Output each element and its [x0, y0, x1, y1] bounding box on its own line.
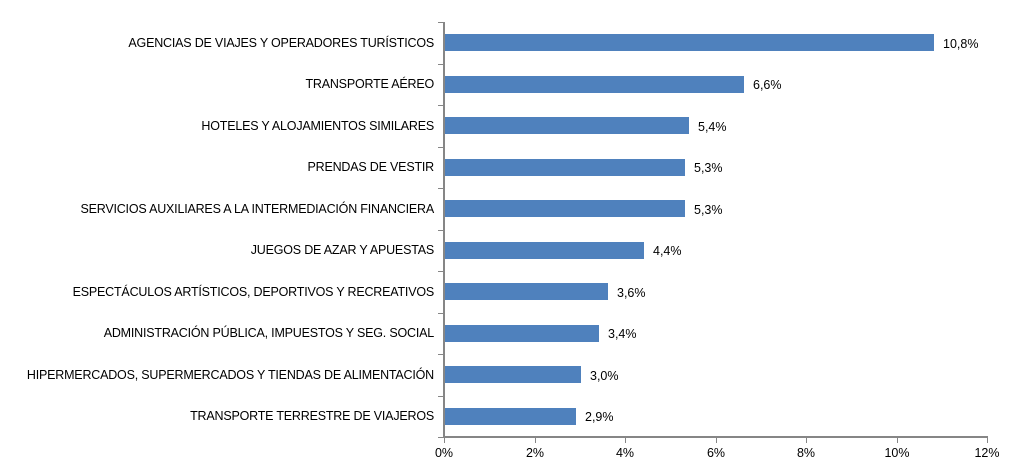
y-axis-tick — [438, 271, 444, 272]
value-label: 3,0% — [590, 369, 619, 383]
category-label: ESPECTÁCULOS ARTÍSTICOS, DEPORTIVOS Y RE… — [72, 285, 435, 299]
category-label: AGENCIAS DE VIAJES Y OPERADORES TURÍSTIC… — [128, 36, 434, 50]
x-axis-tick-label: 12% — [974, 446, 1000, 460]
x-axis-tick-label: 2% — [525, 446, 545, 460]
value-label: 6,6% — [753, 78, 782, 92]
x-axis-tick-label: 8% — [796, 446, 816, 460]
category-label: TRANSPORTE TERRESTRE DE VIAJEROS — [190, 409, 434, 423]
y-axis-tick — [438, 147, 444, 148]
bar — [445, 159, 685, 176]
value-label: 2,9% — [585, 410, 614, 424]
y-axis-tick — [438, 313, 444, 314]
bar — [445, 366, 581, 383]
x-axis-tick-label: 4% — [615, 446, 635, 460]
y-axis — [443, 22, 445, 437]
value-label: 4,4% — [653, 244, 682, 258]
y-axis-tick — [438, 354, 444, 355]
bar — [445, 76, 744, 93]
bar — [445, 117, 689, 134]
y-axis-tick — [438, 396, 444, 397]
value-label: 3,4% — [608, 327, 637, 341]
y-axis-tick — [438, 188, 444, 189]
x-axis-tick-label: 6% — [706, 446, 726, 460]
x-axis-tick-label: 10% — [884, 446, 910, 460]
category-label: JUEGOS DE AZAR Y APUESTAS — [250, 243, 434, 257]
x-axis-tick-label: 0% — [434, 446, 454, 460]
value-label: 5,3% — [694, 161, 723, 175]
y-axis-tick — [438, 105, 444, 106]
x-axis-tick — [897, 437, 898, 443]
value-label: 10,8% — [943, 37, 979, 51]
x-axis-tick — [806, 437, 807, 443]
bar — [445, 34, 934, 51]
value-label: 5,3% — [694, 203, 723, 217]
bar — [445, 283, 608, 300]
y-axis-tick — [438, 22, 444, 23]
x-axis-tick — [987, 437, 988, 443]
x-axis-tick — [444, 437, 445, 443]
x-axis-tick — [625, 437, 626, 443]
y-axis-tick — [438, 64, 444, 65]
category-label: HOTELES Y ALOJAMIENTOS SIMILARES — [201, 119, 434, 133]
bar — [445, 408, 576, 425]
category-label: ADMINISTRACIÓN PÚBLICA, IMPUESTOS Y SEG.… — [103, 326, 434, 340]
bar — [445, 242, 644, 259]
y-axis-tick — [438, 437, 444, 438]
x-axis-tick — [716, 437, 717, 443]
value-label: 3,6% — [617, 286, 646, 300]
bar — [445, 200, 685, 217]
category-label: PRENDAS DE VESTIR — [307, 160, 435, 174]
x-axis — [443, 436, 988, 438]
y-axis-tick — [438, 230, 444, 231]
category-label: SERVICIOS AUXILIARES A LA INTERMEDIACIÓN… — [80, 202, 434, 216]
x-axis-tick — [535, 437, 536, 443]
bar — [445, 325, 599, 342]
category-label: HIPERMERCADOS, SUPERMERCADOS Y TIENDAS D… — [26, 368, 434, 382]
category-label: TRANSPORTE AÉREO — [305, 77, 434, 91]
value-label: 5,4% — [698, 120, 727, 134]
